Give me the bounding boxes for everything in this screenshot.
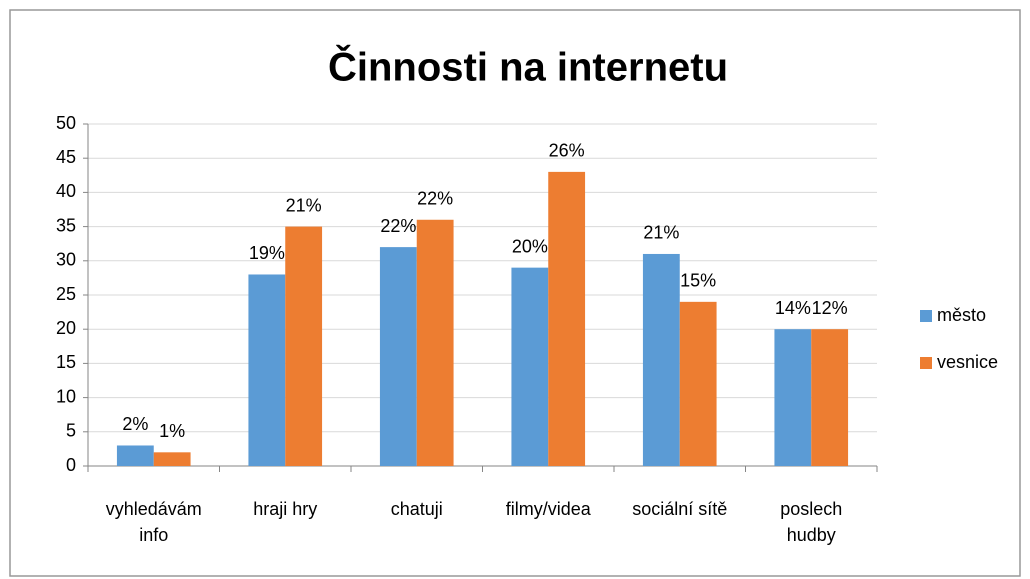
value-label: 1% bbox=[159, 421, 185, 441]
y-tick-label: 30 bbox=[56, 250, 76, 270]
value-label: 26% bbox=[549, 141, 585, 161]
x-tick-label: chatuji bbox=[390, 499, 443, 519]
bar bbox=[642, 253, 680, 466]
y-tick-label: 10 bbox=[56, 386, 76, 406]
value-label: 20% bbox=[512, 236, 548, 256]
bar bbox=[774, 329, 812, 466]
y-tick-label: 5 bbox=[66, 421, 76, 441]
y-tick-label: 40 bbox=[56, 181, 76, 201]
bar bbox=[511, 267, 549, 466]
x-tick-label: sociální sítě bbox=[632, 499, 728, 519]
value-label: 12% bbox=[812, 298, 848, 318]
value-label: 22% bbox=[417, 189, 453, 209]
bar bbox=[379, 247, 417, 466]
value-label: 21% bbox=[643, 223, 679, 243]
value-label: 22% bbox=[380, 216, 416, 236]
value-label: 14% bbox=[775, 298, 811, 318]
value-label: 21% bbox=[286, 195, 322, 215]
bar bbox=[153, 452, 191, 466]
y-tick-label: 25 bbox=[56, 284, 76, 304]
bar bbox=[285, 226, 323, 466]
bar bbox=[548, 171, 586, 466]
legend-swatch bbox=[920, 310, 932, 322]
x-tick-label: vyhledávám info bbox=[105, 499, 202, 545]
legend-label: vesnice bbox=[937, 352, 998, 372]
bar bbox=[116, 445, 154, 466]
legend-label: město bbox=[937, 305, 986, 325]
bar bbox=[248, 274, 286, 466]
y-tick-label: 0 bbox=[66, 455, 76, 475]
bar bbox=[416, 219, 454, 466]
y-tick-label: 15 bbox=[56, 352, 76, 372]
value-label: 2% bbox=[122, 414, 148, 434]
y-tick-label: 35 bbox=[56, 215, 76, 235]
y-tick-label: 45 bbox=[56, 147, 76, 167]
bar bbox=[811, 329, 849, 466]
x-tick-label: poslech hudby bbox=[780, 499, 843, 545]
legend-swatch bbox=[920, 357, 932, 369]
value-label: 15% bbox=[680, 271, 716, 291]
y-tick-label: 50 bbox=[56, 113, 76, 133]
value-label: 19% bbox=[249, 243, 285, 263]
x-tick-label: hraji hry bbox=[253, 499, 318, 519]
bar bbox=[679, 301, 717, 466]
x-tick-label: filmy/videa bbox=[505, 499, 591, 519]
y-tick-label: 20 bbox=[56, 318, 76, 338]
chart-title: Činnosti na internetu bbox=[328, 44, 728, 90]
